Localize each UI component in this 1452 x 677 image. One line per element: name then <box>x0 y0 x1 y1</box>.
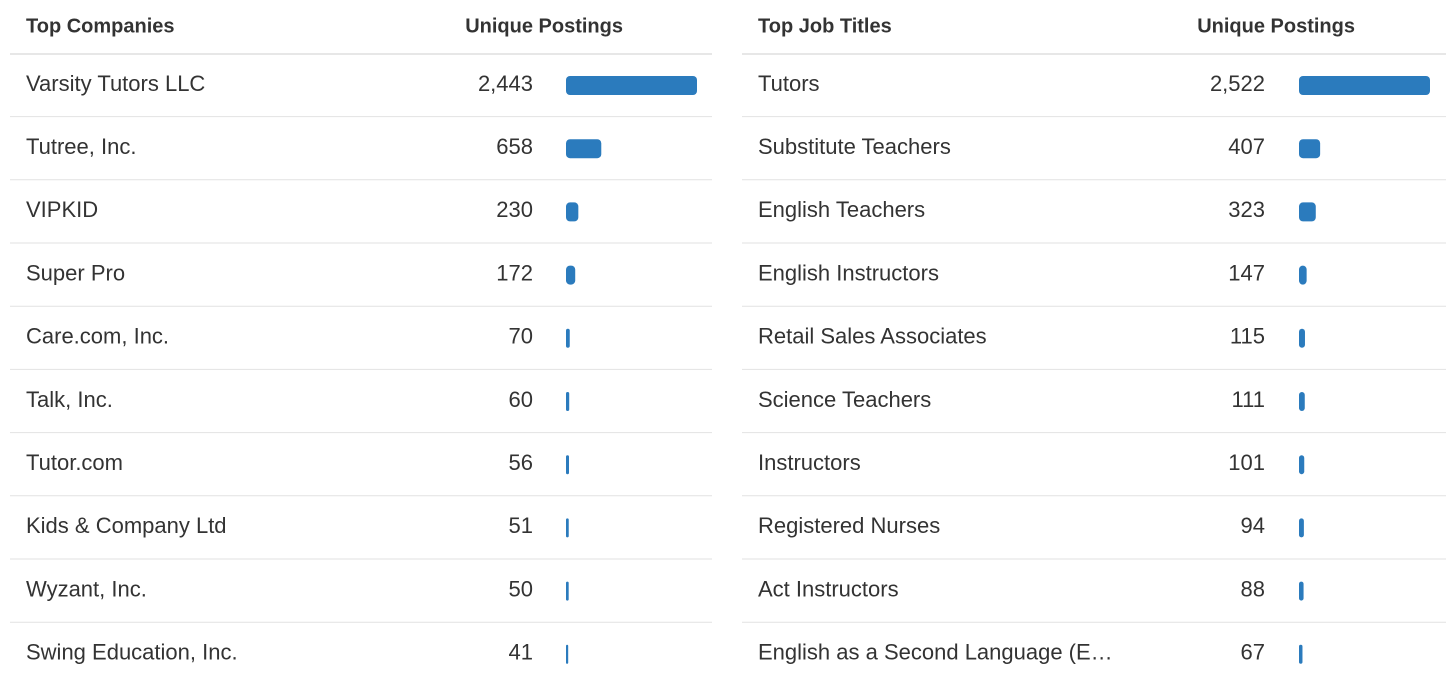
row-value: 407 <box>1228 134 1265 159</box>
row-value: 41 <box>509 640 533 665</box>
row-name: Tutors <box>758 71 820 96</box>
row-value: 50 <box>509 576 533 601</box>
bar <box>1299 202 1316 222</box>
bar <box>1299 328 1305 348</box>
row-name: Tutor.com <box>26 450 123 475</box>
row-name: Science Teachers <box>758 387 931 412</box>
row-name: Retail Sales Associates <box>758 324 987 349</box>
row-name: VIPKID <box>26 197 98 222</box>
bar <box>1299 392 1305 411</box>
bar <box>566 518 569 538</box>
row-value: 658 <box>496 134 533 159</box>
bar <box>566 76 697 95</box>
bar <box>1299 139 1321 159</box>
bar <box>1299 518 1304 538</box>
row-name: Swing Education, Inc. <box>26 640 238 665</box>
row-value: 172 <box>496 260 533 285</box>
row-value: 323 <box>1228 197 1265 222</box>
row-value: 70 <box>509 324 533 349</box>
row-name: English Instructors <box>758 260 939 285</box>
row-value: 51 <box>509 513 533 538</box>
row-name: English Teachers <box>758 197 925 222</box>
row-name: Kids & Company Ltd <box>26 513 227 538</box>
row-value: 56 <box>509 450 533 475</box>
bar <box>566 455 570 475</box>
row-name: Instructors <box>758 450 861 475</box>
row-name: Wyzant, Inc. <box>26 576 147 601</box>
row-value: 60 <box>509 387 533 412</box>
bar <box>566 581 569 601</box>
row-value: 111 <box>1232 387 1265 412</box>
column-header: Unique Postings <box>465 15 623 37</box>
row-value: 88 <box>1241 576 1265 601</box>
column-header: Unique Postings <box>1197 15 1355 37</box>
column-header: Top Job Titles <box>758 15 892 37</box>
row-name: Talk, Inc. <box>26 387 113 412</box>
row-name: Tutree, Inc. <box>26 134 136 159</box>
row-name: Super Pro <box>26 260 125 285</box>
bar <box>1299 455 1305 475</box>
bar <box>1299 581 1304 601</box>
row-name: Act Instructors <box>758 576 899 601</box>
column-header: Top Companies <box>26 15 175 37</box>
row-name: English as a Second Language (E… <box>758 640 1113 665</box>
row-name: Substitute Teachers <box>758 134 951 159</box>
row-value: 101 <box>1228 450 1265 475</box>
bar <box>566 328 570 348</box>
row-value: 2,522 <box>1210 71 1265 96</box>
bar <box>566 265 576 285</box>
bar <box>566 392 570 411</box>
row-value: 2,443 <box>478 71 533 96</box>
row-value: 67 <box>1241 640 1265 665</box>
row-name: Care.com, Inc. <box>26 324 169 349</box>
row-value: 94 <box>1241 513 1265 538</box>
row-value: 230 <box>496 197 533 222</box>
bar <box>1299 265 1307 285</box>
row-name: Registered Nurses <box>758 513 940 538</box>
bar <box>566 139 602 159</box>
row-value: 115 <box>1230 324 1265 349</box>
row-value: 147 <box>1228 260 1265 285</box>
bar <box>1299 76 1430 95</box>
bar <box>566 202 579 222</box>
bar <box>1299 644 1303 664</box>
bar <box>566 644 569 664</box>
row-name: Varsity Tutors LLC <box>26 71 205 96</box>
